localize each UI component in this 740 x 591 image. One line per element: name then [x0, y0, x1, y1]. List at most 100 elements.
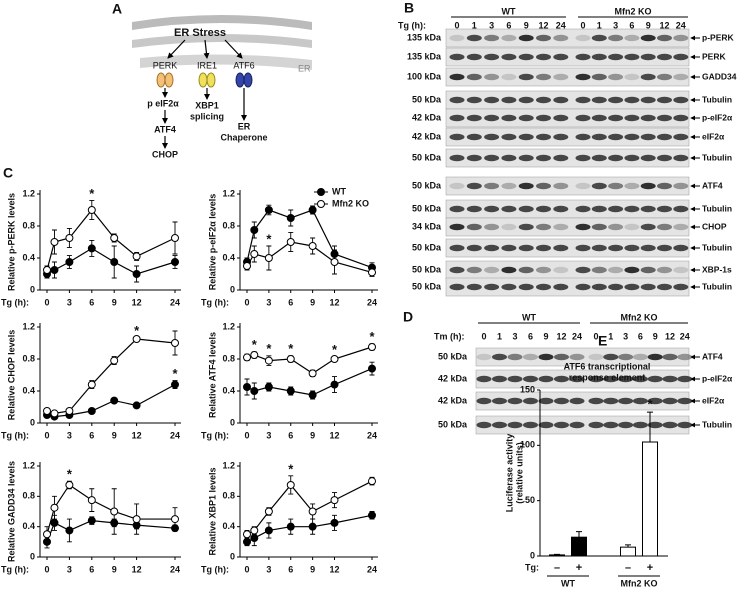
blot-band [673, 205, 689, 213]
bar [620, 546, 636, 557]
lane-label: 1 [608, 331, 613, 341]
arrow [167, 39, 186, 59]
blot-band [501, 133, 517, 141]
protein-label: eIF2α [702, 395, 725, 405]
data-point [87, 244, 96, 253]
data-point [171, 380, 179, 389]
blot-band [554, 353, 569, 361]
lane-label: 24 [572, 331, 582, 341]
y-tick-label: 1.2 [22, 460, 35, 470]
data-point [65, 480, 74, 489]
data-point [110, 396, 119, 405]
size-marker: 34 kDa [412, 221, 442, 231]
data-point [87, 380, 96, 389]
significance-mark: * [172, 366, 178, 381]
er-membrane [132, 15, 312, 30]
blot-band [662, 353, 678, 361]
data-point [132, 515, 141, 524]
data-point [264, 254, 273, 262]
blot-band [569, 397, 585, 405]
error-bar [576, 531, 582, 538]
ire1-icon [206, 72, 216, 88]
sensor-label: PERK [153, 60, 178, 70]
y-axis-label: Relative XBP1 levels [207, 467, 217, 555]
blot-band [657, 34, 672, 42]
data-point [132, 252, 141, 261]
x-axis-label: Tg (h): [201, 297, 229, 307]
blot-band [640, 96, 656, 104]
protein-label: eIF2α [702, 131, 725, 141]
significance-mark: * [369, 329, 375, 344]
blot-band [538, 421, 554, 429]
blot-band [588, 375, 604, 383]
y-tick-label: 0.4 [222, 385, 235, 395]
blot-band [591, 223, 607, 231]
blot-band [466, 205, 482, 213]
x-axis-label: Tg (h): [201, 430, 229, 440]
blot-band [553, 154, 569, 162]
data-point [87, 206, 96, 214]
blot-band [518, 244, 534, 252]
x-tick-label: 24 [170, 430, 180, 440]
protein-label: Tubulin [702, 419, 732, 429]
size-marker: 135 kDa [407, 51, 442, 61]
data-point [171, 515, 179, 524]
data-point [50, 503, 59, 512]
group-label: WT [522, 312, 536, 322]
blot-band [657, 182, 672, 190]
data-point [368, 343, 376, 351]
blot-band [536, 114, 551, 122]
blot-band [523, 421, 538, 429]
blot-band [591, 266, 607, 274]
blot-band [608, 53, 624, 61]
legend-label: WT [332, 186, 346, 196]
group-label: WT [502, 6, 516, 16]
blot-band [673, 133, 689, 141]
blot-band [518, 53, 534, 61]
protein-label: GADD34 [702, 71, 737, 81]
blot-band [673, 96, 689, 104]
panel-label: B [404, 0, 414, 16]
blot-band [647, 421, 663, 429]
blot-band [536, 283, 551, 291]
blot-strip [475, 347, 690, 367]
blot-band [657, 114, 672, 122]
blot-band [591, 154, 607, 162]
significance-mark: * [288, 341, 294, 356]
x-tick-label: 9 [112, 564, 117, 574]
blot-band [647, 353, 663, 361]
blot-band [575, 114, 591, 122]
blot-band [657, 73, 672, 81]
blot-band [518, 266, 534, 274]
x-tick-label: 0 [44, 564, 49, 574]
data-point [330, 258, 339, 266]
blot-band [484, 73, 500, 81]
blot-band [591, 205, 607, 213]
size-marker: 50 kDa [412, 203, 442, 213]
blot-band [466, 283, 482, 291]
data-point [65, 407, 74, 415]
blot-band [518, 223, 534, 231]
blot-band [449, 154, 465, 162]
group-label: Mfn2 KO [621, 578, 658, 588]
pathway-step: ER [238, 121, 251, 131]
data-point [308, 369, 317, 378]
blot-band [608, 182, 624, 190]
blot-band [536, 133, 551, 141]
data-point [43, 266, 51, 274]
chart-title: ATF6 transcriptional [564, 361, 651, 371]
data-point [132, 335, 141, 343]
blot-band [501, 205, 517, 213]
y-tick-label: 0 [230, 284, 235, 294]
y-tick-label: 0 [530, 550, 535, 560]
data-point [171, 234, 179, 242]
size-marker: 50 kDa [412, 264, 442, 274]
y-tick-label: 1.2 [22, 188, 35, 198]
pathway-step: splicing [190, 111, 224, 121]
x-tick-label: 12 [132, 564, 142, 574]
blot-band [624, 133, 640, 141]
blot-strip [445, 176, 690, 196]
size-marker: 42 kDa [412, 112, 442, 122]
data-point [243, 537, 251, 546]
blot-band [608, 283, 624, 291]
